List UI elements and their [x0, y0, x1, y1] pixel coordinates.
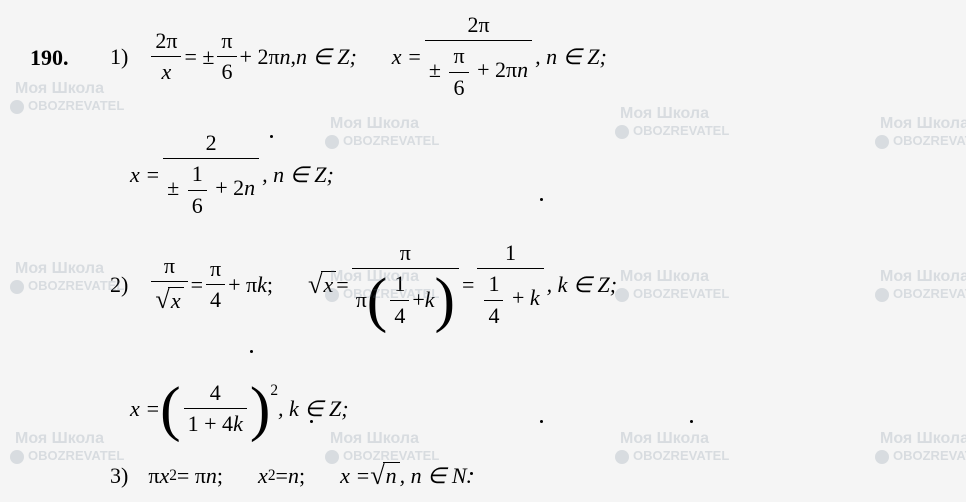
sqrt-n: √n [370, 460, 399, 491]
exponent-2: 2 [270, 382, 278, 400]
equation-line-4: x = ( 4 1 + 4k )2 , k ∈ Z; [130, 380, 349, 438]
frac-pi-over-piparen: π π ( 1 4 + k ) [352, 240, 459, 329]
equation-line-1: 1) 2π x = ± π 6 + 2πn , n ∈ Z; x = 2π ± … [110, 12, 607, 101]
artifact-dot [540, 420, 543, 423]
frac-pi-over-4: π 4 [206, 256, 225, 314]
frac-1-over-14k: 1 1 4 + k [477, 240, 543, 329]
frac-big-1: 2π ± π 6 + 2πn [425, 12, 532, 101]
part2-label: 2) [110, 272, 128, 298]
equation-line-3: 2) π √x = π 4 + πk; √x = π π ( 1 [110, 240, 617, 329]
problem-number: 190. [30, 45, 69, 71]
equation-line-2: x = 2 ± 1 6 + 2n , n ∈ Z; [130, 130, 334, 219]
artifact-dot [310, 420, 313, 423]
equation-line-5: 3) πx2 = πn; x2 = n; x = √n , n ∈ N. [110, 460, 472, 491]
frac-pi-over-6: π 6 [217, 28, 236, 86]
n-in-Z: n ∈ Z; [296, 44, 357, 70]
frac-pi-over-sqrtx: π √x [151, 253, 187, 316]
artifact-dot [250, 350, 253, 353]
artifact-dot [690, 420, 693, 423]
artifact-dot [470, 472, 473, 475]
artifact-dot [540, 198, 543, 201]
artifact-dot [270, 135, 273, 138]
part1-label: 1) [110, 44, 128, 70]
part3-label: 3) [110, 463, 128, 489]
frac-4-over-1plus4k: 4 1 + 4k [184, 380, 247, 438]
frac-2pi-over-x: 2π x [151, 28, 181, 86]
sqrt-x: √x [308, 269, 336, 300]
page-content: 190. 1) 2π x = ± π 6 + 2πn , n ∈ Z; x = … [0, 0, 966, 502]
frac-big-2: 2 ± 1 6 + 2n [163, 130, 259, 219]
